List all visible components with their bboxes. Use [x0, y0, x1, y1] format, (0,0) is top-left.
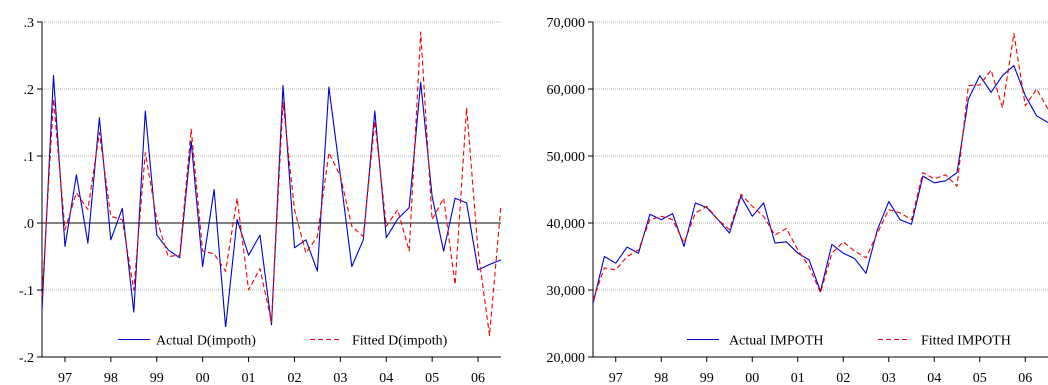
x-tick-label: 05: [973, 371, 987, 385]
x-tick-label: 05: [425, 371, 439, 385]
y-tick-label: .2: [24, 83, 35, 98]
legend-box: [663, 327, 1048, 352]
legend-box: [110, 327, 484, 352]
series-line-fitted: [592, 32, 1048, 301]
y-tick-label: 30,000: [547, 284, 586, 299]
y-tick-label: .3: [24, 16, 35, 31]
y-tick-label: 50,000: [547, 150, 586, 165]
y-tick-label: 20,000: [547, 351, 586, 366]
x-tick-label: 01: [791, 371, 805, 385]
chart-2: 70,000 60,000 50,000 40,000 30,000 20,000 97 98…: [547, 16, 1048, 385]
legend-label: Actual D(impoth): [156, 334, 256, 349]
y-tick-label: 70,000: [547, 16, 586, 31]
x-tick-label: 06: [1018, 371, 1032, 385]
x-tick-label: 02: [287, 371, 301, 385]
x-tick-label: 02: [836, 371, 850, 385]
x-tick-label: 99: [150, 371, 164, 385]
x-tick-label: 00: [745, 371, 759, 385]
x-tick-label: 04: [927, 371, 941, 385]
series-line-fitted: [41, 31, 502, 337]
x-tick-label: 97: [58, 371, 72, 385]
series-line-actual: [592, 65, 1048, 304]
x-tick-label: 03: [882, 371, 896, 385]
y-tick-label: -.2: [19, 351, 34, 366]
x-tick-label: 99: [700, 371, 714, 385]
y-tick-label: 40,000: [547, 217, 586, 232]
y-tick-label: .0: [24, 217, 35, 232]
x-tick-label: 98: [104, 371, 118, 385]
x-tick-label: 06: [471, 371, 485, 385]
x-tick-label: 98: [654, 371, 668, 385]
y-tick-label: 60,000: [547, 83, 586, 98]
legend-label: Actual IMPOTH: [729, 334, 824, 349]
x-tick-label: 00: [196, 371, 210, 385]
series-line-actual: [41, 75, 502, 329]
x-tick-label: 03: [333, 371, 347, 385]
x-tick-label: 01: [242, 371, 256, 385]
x-tick-label: 97: [609, 371, 623, 385]
legend-label: Fitted D(impoth): [352, 334, 448, 349]
y-tick-label: .1: [24, 150, 35, 165]
y-tick-label: -.1: [19, 284, 34, 299]
legend-label: Fitted IMPOTH: [921, 334, 1011, 349]
x-tick-label: 04: [379, 371, 393, 385]
chart-1: .3 .2 .1 .0 -.1 -.2 97 98 99 00 01 02 03 04 05 06 Actual…: [19, 16, 502, 385]
